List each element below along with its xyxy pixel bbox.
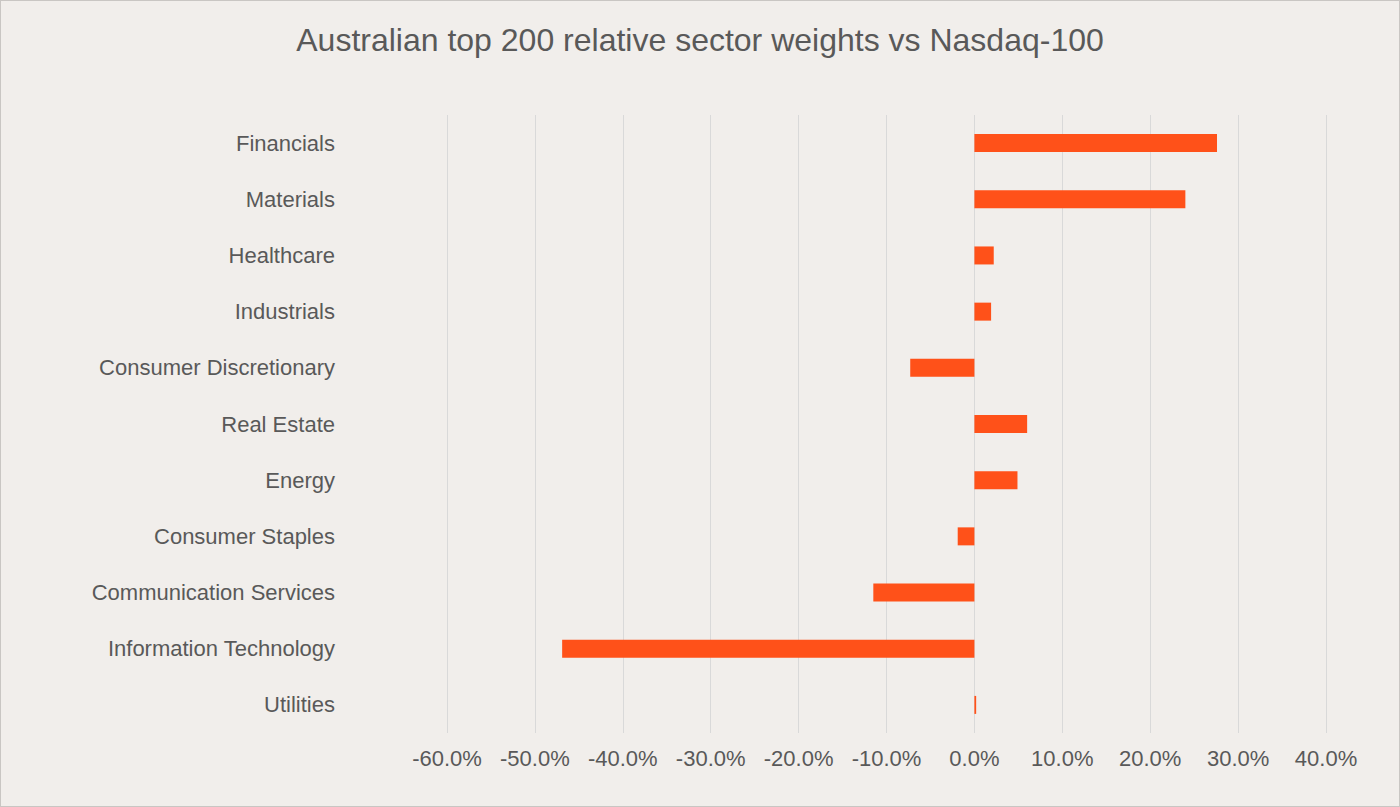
svg-text:Australian top 200 relative se: Australian top 200 relative sector weigh…: [296, 22, 1104, 58]
svg-text:Consumer Staples: Consumer Staples: [154, 524, 335, 549]
svg-text:Energy: Energy: [265, 468, 335, 493]
svg-text:Healthcare: Healthcare: [229, 243, 335, 268]
svg-text:30.0%: 30.0%: [1207, 746, 1269, 771]
svg-text:20.0%: 20.0%: [1119, 746, 1181, 771]
svg-text:Materials: Materials: [246, 187, 335, 212]
svg-text:-50.0%: -50.0%: [500, 746, 570, 771]
svg-text:Industrials: Industrials: [235, 299, 335, 324]
svg-text:-40.0%: -40.0%: [588, 746, 658, 771]
svg-text:Information Technology: Information Technology: [108, 636, 335, 661]
svg-text:Real Estate: Real Estate: [221, 412, 335, 437]
svg-text:0.0%: 0.0%: [949, 746, 999, 771]
svg-text:-20.0%: -20.0%: [764, 746, 834, 771]
svg-text:40.0%: 40.0%: [1295, 746, 1357, 771]
svg-text:Financials: Financials: [236, 131, 335, 156]
svg-text:10.0%: 10.0%: [1031, 746, 1093, 771]
svg-text:Communication Services: Communication Services: [92, 580, 335, 605]
svg-text:-30.0%: -30.0%: [676, 746, 746, 771]
svg-text:Utilities: Utilities: [264, 692, 335, 717]
svg-text:-60.0%: -60.0%: [412, 746, 482, 771]
svg-text:Consumer Discretionary: Consumer Discretionary: [99, 355, 335, 380]
svg-text:-10.0%: -10.0%: [852, 746, 922, 771]
